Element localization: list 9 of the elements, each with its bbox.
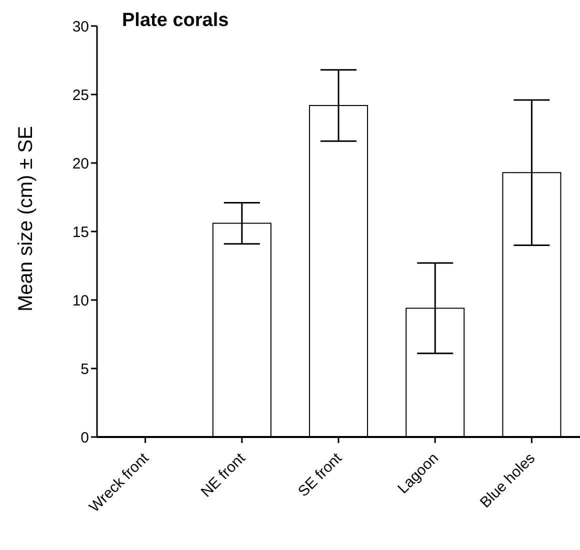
y-tick-label: 10 (72, 292, 89, 310)
y-tick-label: 20 (72, 155, 89, 172)
y-axis-title: Mean size (cm) ± SE (15, 126, 38, 312)
y-tick-label: 25 (72, 86, 89, 104)
y-tick-label: 15 (72, 224, 89, 241)
y-tick-label: 30 (72, 18, 89, 36)
y-tick-label: 5 (80, 360, 89, 378)
chart-title: Plate corals (122, 10, 229, 32)
y-tick-label: 0 (80, 429, 89, 446)
